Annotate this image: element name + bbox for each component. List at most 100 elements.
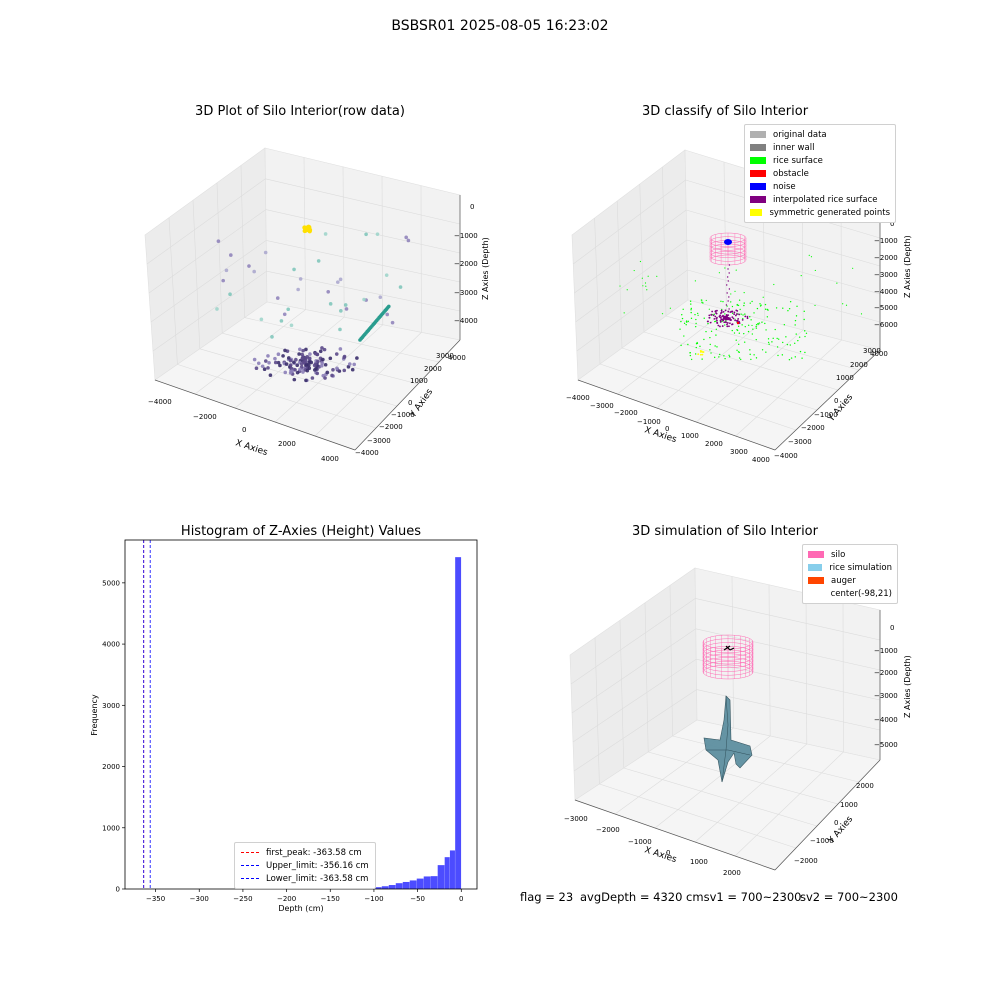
histogram-bar bbox=[416, 878, 424, 889]
grid-back-h bbox=[696, 689, 881, 731]
grid-back-h bbox=[686, 239, 881, 295]
simulation-legend: silo rice simulation auger center(-98,21) bbox=[802, 544, 898, 604]
grid-back-v bbox=[805, 593, 808, 745]
rice-surface-point bbox=[645, 285, 647, 287]
data-point bbox=[283, 348, 287, 353]
rice-surface-point bbox=[701, 299, 703, 301]
rice-surface-point bbox=[680, 344, 682, 347]
classify-plot-title: 3D classify of Silo Interior bbox=[641, 104, 809, 119]
rice-surface-point bbox=[709, 343, 711, 346]
rice-surface-point bbox=[755, 325, 757, 328]
rice-surface-point bbox=[690, 309, 692, 311]
data-point bbox=[338, 347, 343, 351]
data-point bbox=[343, 303, 348, 307]
histogram-bar bbox=[449, 850, 455, 889]
data-point bbox=[347, 362, 352, 366]
classify-zaxis-label: Z Axies (Depth) bbox=[903, 235, 912, 298]
grid-floor-b bbox=[694, 743, 807, 843]
x-axis-line bbox=[154, 379, 356, 451]
rice-surface-point bbox=[852, 267, 854, 269]
rice-surface-point bbox=[726, 305, 728, 307]
interpolated-point bbox=[746, 317, 749, 320]
histogram-chart[interactable]: −350 −300 −250 −200 −150 −100 −50 0 0 1000 2000 300… bbox=[80, 530, 500, 920]
classify-yticks: −4000 −3000 −2000 −1000 0 1000 2000 3000… bbox=[774, 347, 888, 460]
data-point bbox=[304, 363, 308, 367]
grid-back-v bbox=[731, 576, 734, 729]
histogram-bar bbox=[430, 876, 438, 889]
data-point bbox=[273, 360, 278, 365]
data-point bbox=[308, 352, 312, 356]
rice-surface-point bbox=[720, 300, 722, 302]
interpolated-point bbox=[709, 321, 712, 324]
interpolated-point bbox=[720, 312, 722, 315]
data-point bbox=[276, 352, 281, 357]
rice-surface-point bbox=[730, 293, 732, 295]
classify-ztick: −5000 bbox=[874, 304, 898, 312]
grid-left-v bbox=[216, 182, 223, 334]
grid-left-h bbox=[572, 658, 697, 743]
rice-surface-point bbox=[749, 349, 751, 351]
rice-surface-point bbox=[723, 355, 725, 357]
classify-xtick: 2000 bbox=[705, 440, 723, 448]
classify-xtick: −4000 bbox=[566, 394, 590, 402]
rice-surface-point bbox=[724, 313, 726, 315]
interpolated-point bbox=[727, 280, 729, 282]
data-point bbox=[320, 346, 324, 350]
legend-swatch bbox=[750, 144, 766, 151]
rice-surface-point bbox=[737, 351, 740, 353]
rice-surface-point bbox=[747, 330, 750, 333]
data-point bbox=[289, 323, 294, 328]
rice-surface-point bbox=[738, 332, 741, 334]
data-point bbox=[268, 373, 273, 378]
interpolated-point bbox=[728, 272, 730, 274]
data-point bbox=[387, 304, 391, 309]
rice-surface-point bbox=[737, 325, 740, 328]
legend-swatch bbox=[808, 551, 824, 558]
simulation-ztick: −3000 bbox=[874, 692, 898, 700]
rice-surface-point bbox=[690, 311, 692, 314]
rice-surface-point bbox=[680, 320, 682, 323]
data-point bbox=[252, 357, 257, 362]
grid-left-h bbox=[575, 239, 687, 323]
y-tick-label: 1000 bbox=[102, 824, 120, 832]
grid-floor-b bbox=[734, 751, 844, 857]
x-tick-label: −100 bbox=[364, 895, 383, 903]
interpolated-point bbox=[726, 292, 728, 294]
legend-label: silo bbox=[831, 549, 846, 560]
data-point bbox=[301, 360, 306, 364]
classify-zticks: 0 −1000 −2000 −3000 −4000 −5000 −6000 bbox=[874, 220, 898, 329]
rice-surface-point bbox=[744, 313, 746, 315]
interpolated-point bbox=[727, 318, 729, 321]
simulation-zaxis-label: Z Axies (Depth) bbox=[903, 655, 912, 718]
rice-surface-point bbox=[749, 316, 751, 318]
rice-surface-point bbox=[737, 343, 740, 346]
rice-mesh-line bbox=[706, 749, 751, 756]
data-point bbox=[321, 357, 325, 362]
rice-surface-point bbox=[694, 313, 696, 316]
rice-surface-point bbox=[689, 300, 692, 302]
simulation-ytick: 0 bbox=[834, 819, 838, 827]
rice-surface-point bbox=[679, 328, 681, 330]
data-point bbox=[384, 273, 389, 277]
classify-ztick: −1000 bbox=[874, 237, 898, 245]
rice-surface-point bbox=[731, 312, 734, 315]
grid-left-v bbox=[619, 620, 625, 769]
rice-simulation-surface bbox=[703, 695, 753, 783]
grid-floor-b bbox=[696, 329, 804, 423]
raw-ztick: 0 bbox=[470, 203, 474, 211]
simulation-3d-plot[interactable]: X Axies Y Axies Z Axies (Depth) −3000 −2… bbox=[560, 550, 930, 880]
rice-surface-point bbox=[783, 324, 786, 326]
rice-surface-point bbox=[681, 317, 684, 320]
rice-surface-point bbox=[742, 314, 744, 316]
raw-3d-plot[interactable]: X Axies Y Axies Z Axies (Depth) −4000 −2… bbox=[130, 130, 500, 470]
grid-left-v bbox=[639, 183, 645, 333]
histogram-bar bbox=[402, 881, 410, 889]
grid-left-v bbox=[662, 166, 667, 317]
rice-surface-point bbox=[728, 356, 731, 358]
legend-swatch bbox=[750, 157, 766, 164]
rice-surface-point bbox=[756, 307, 759, 310]
classify-ytick: −4000 bbox=[774, 452, 798, 460]
rice-surface-point bbox=[804, 335, 806, 338]
grid-left-v bbox=[168, 217, 178, 365]
interpolated-point bbox=[722, 314, 724, 317]
